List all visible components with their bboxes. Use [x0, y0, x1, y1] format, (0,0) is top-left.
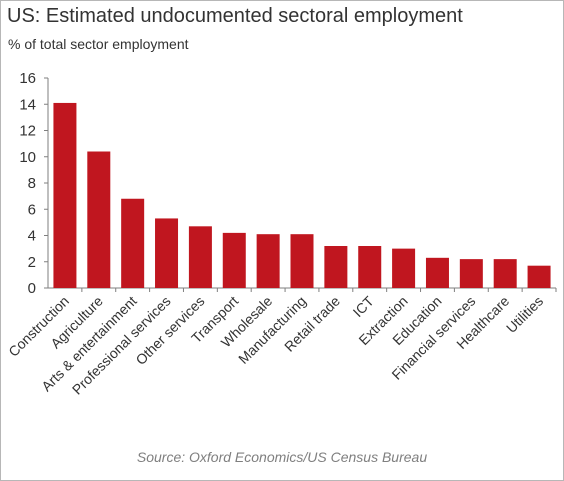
chart-subtitle: % of total sector employment	[8, 36, 189, 52]
y-tick-label: 16	[19, 70, 36, 87]
bar	[324, 246, 348, 288]
y-tick-label: 12	[19, 123, 36, 140]
bar	[459, 259, 483, 288]
bar	[425, 257, 449, 288]
y-tick-label: 2	[28, 254, 36, 271]
y-tick-label: 14	[19, 96, 36, 113]
bar	[493, 259, 517, 288]
bar	[527, 265, 551, 288]
chart-title: US: Estimated undocumented sectoral empl…	[7, 5, 463, 27]
y-tick-label: 0	[28, 280, 36, 297]
source-note: Source: Oxford Economics/US Census Burea…	[136, 449, 428, 465]
bar	[358, 246, 382, 288]
x-tick-label: Utilities	[503, 293, 546, 336]
y-tick-label: 6	[28, 201, 36, 218]
bar	[392, 248, 416, 288]
bar	[87, 151, 111, 288]
y-tick-label: 8	[28, 175, 36, 192]
bar	[53, 102, 77, 288]
bar	[188, 226, 212, 288]
y-tick-label: 4	[28, 228, 36, 245]
bar	[290, 234, 314, 288]
bar	[121, 198, 145, 288]
x-tick-label: ICT	[350, 292, 378, 320]
y-tick-label: 10	[19, 149, 36, 166]
bar	[222, 232, 246, 288]
bar	[155, 218, 179, 288]
bar	[256, 234, 280, 288]
